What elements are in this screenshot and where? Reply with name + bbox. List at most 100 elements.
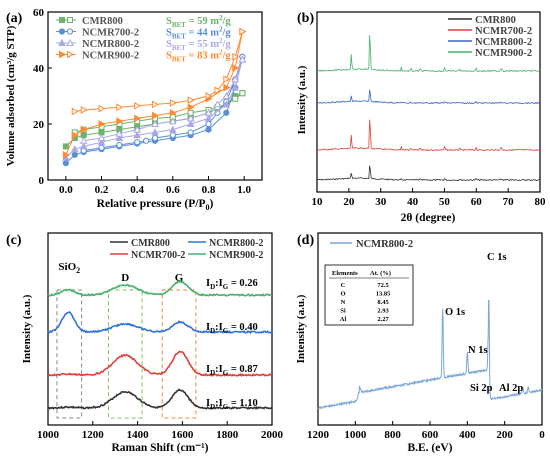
data-point [79,142,88,150]
panel-a-axis-ticks: 0.0 0.2 0.4 0.6 0.8 1.0 0 20 40 60 [33,7,252,196]
panel-d-ylabel: Intensity (a.u.) [295,294,307,363]
band-label-sub: 2 [76,266,80,275]
band-box-G [161,289,197,419]
table-cell: N [341,299,346,306]
panel-c-frame [47,232,273,426]
legend-label: CMR800 [82,16,123,27]
data-point [238,55,247,63]
data-point [168,125,177,133]
data-point [187,129,194,136]
id-ig-label-part: D [210,283,215,291]
data-point [205,120,212,128]
id-ig-label-part: I [206,398,210,409]
bet-annotation: SBET = 44 m2/g [166,26,231,41]
data-point [151,119,159,127]
series-NCMR800-2 [61,55,247,161]
panel-d-xps: (d) 1200 1000 800 600 400 200 0 NCMR800-2 Elem… [295,232,545,454]
data-point [98,144,105,151]
data-point [98,120,106,128]
bet-annotation-part: BET [172,33,186,41]
x-tick-label: 40 [407,196,419,208]
table-frame [324,264,414,326]
data-point [231,75,240,83]
band-label-D: D [121,272,129,284]
data-point [232,64,240,72]
legend-label: NCMR900-2 [209,250,263,261]
peak-label: O 1s [445,307,465,318]
id-ig-label-part: I [206,364,210,375]
table-cell: 13.85 [376,291,391,298]
data-point [62,150,70,159]
bet-annotation-part: /g [221,39,231,50]
series-NCMR700-2 [47,350,273,378]
bet-annotation-part: /g [221,16,231,27]
data-point [151,134,159,142]
id-ig-label-part: D [210,403,215,411]
data-point [223,75,231,84]
panel-a-frame [47,11,263,181]
x-tick-label: 0.4 [130,184,144,196]
bet-annotation-part: S [166,51,172,62]
bet-annotation-part: BET [172,21,186,29]
panel-d-element-table: Elements At. (%) C 72.5 O 13.85 N 8.45 Si 2.93 Al 2… [324,264,414,326]
x-tick-label: 1600 [171,429,194,441]
data-point [80,106,88,114]
bet-annotation-part: /g [221,51,231,62]
series-NCMR800-2 [316,89,541,105]
panel-c-band-boxes: SiO2 D G [56,261,197,419]
y-tick-label: 60 [33,7,45,19]
data-point [67,17,73,23]
panel-d-xlabel: B.E. (eV) [407,442,452,454]
x-tick-label: 0.0 [59,184,73,196]
data-point [222,100,231,108]
bet-annotation-part: = 83 m [186,51,219,62]
data-point [205,126,212,133]
x-tick-label: 20 [343,196,355,208]
x-tick-label: 1000 [344,429,367,441]
bet-annotation-part: = 55 m [186,39,219,50]
table-header: At. (%) [370,270,391,277]
data-point [58,38,66,46]
legend-label: NCMR800-2 [209,238,263,249]
id-ig-label-part: G [223,403,229,411]
series-NCMR900-2 [47,280,273,297]
id-ig-label-part: = 0.26 [228,278,258,289]
legend-label: CMR800 [475,15,516,26]
data-point [187,96,195,105]
bet-annotation-part: S [166,28,172,39]
data-point [115,129,124,137]
panel-c-axis-ticks: 1000 1200 1400 1600 1800 2000 [37,421,284,441]
data-point [239,90,246,97]
data-point [169,108,177,117]
x-tick-label: 400 [459,429,476,441]
data-point [71,107,79,116]
data-point [116,141,123,149]
bet-annotation-part: = 44 m [186,28,219,39]
panel-b-xrd: (b) 10 20 30 40 50 60 70 80 CMR800NCMR700-2NCMR… [296,11,546,224]
x-tick-label: 2000 [261,429,284,441]
x-tick-label: 200 [496,429,513,441]
data-point [133,125,142,133]
bet-annotation: SBET = 83 m2/g [166,49,231,64]
table-cell: 2.93 [377,308,389,315]
panel-b-axis-ticks: 10 20 30 40 50 60 70 80 [312,188,546,208]
legend-label: NCMR700-2 [475,26,532,37]
data-point [59,17,65,23]
data-point [67,50,75,59]
bet-annotation-part: S [166,39,172,50]
y-tick-label: 40 [33,63,45,75]
table-cell: 2.27 [377,316,389,323]
data-point [70,145,79,153]
data-point [71,131,79,140]
id-ig-label-part: D [210,369,215,377]
id-ig-label: ID:IG = 0.26 [206,278,258,291]
band-label-G: G [175,272,184,284]
bet-annotation: SBET = 59 m2/g [166,14,231,29]
data-point [232,95,239,102]
